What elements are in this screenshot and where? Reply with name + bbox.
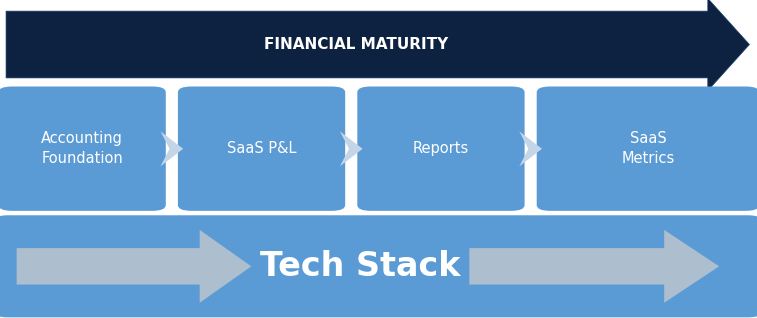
Text: Reports: Reports: [413, 141, 469, 156]
Polygon shape: [6, 0, 749, 91]
Polygon shape: [17, 230, 251, 303]
Polygon shape: [469, 230, 719, 303]
Polygon shape: [519, 131, 542, 166]
Text: SaaS
Metrics: SaaS Metrics: [621, 131, 674, 166]
FancyBboxPatch shape: [537, 86, 757, 211]
FancyBboxPatch shape: [0, 86, 166, 211]
Polygon shape: [160, 131, 183, 166]
FancyBboxPatch shape: [357, 86, 525, 211]
Text: Tech Stack: Tech Stack: [260, 250, 460, 283]
Text: SaaS P&L: SaaS P&L: [227, 141, 296, 156]
FancyBboxPatch shape: [0, 215, 757, 317]
Text: Accounting
Foundation: Accounting Foundation: [41, 131, 123, 166]
Text: FINANCIAL MATURITY: FINANCIAL MATURITY: [263, 37, 448, 52]
Polygon shape: [340, 131, 363, 166]
FancyBboxPatch shape: [178, 86, 345, 211]
